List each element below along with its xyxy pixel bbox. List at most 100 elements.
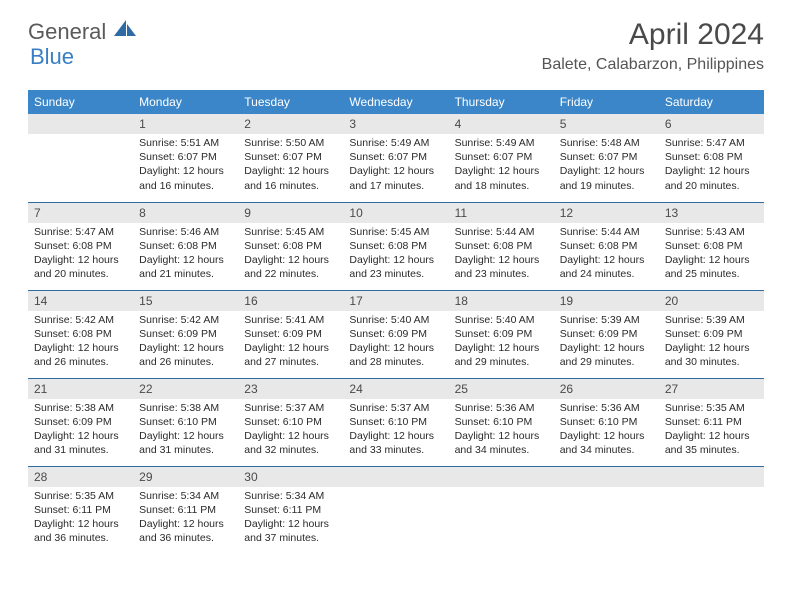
detail-line-sunrise: Sunrise: 5:37 AM: [244, 401, 337, 415]
day-details: Sunrise: 5:44 AMSunset: 6:08 PMDaylight:…: [449, 223, 554, 286]
calendar-cell: 21Sunrise: 5:38 AMSunset: 6:09 PMDayligh…: [28, 378, 133, 466]
detail-line-day1: Daylight: 12 hours: [455, 341, 548, 355]
day-details: Sunrise: 5:40 AMSunset: 6:09 PMDaylight:…: [449, 311, 554, 374]
day-number: 3: [343, 114, 448, 134]
detail-line-day1: Daylight: 12 hours: [665, 341, 758, 355]
day-number: 15: [133, 291, 238, 311]
day-number: 1: [133, 114, 238, 134]
detail-line-day2: and 17 minutes.: [349, 179, 442, 193]
calendar: SundayMondayTuesdayWednesdayThursdayFrid…: [0, 80, 792, 554]
day-details: Sunrise: 5:36 AMSunset: 6:10 PMDaylight:…: [449, 399, 554, 462]
detail-line-sunset: Sunset: 6:10 PM: [139, 415, 232, 429]
detail-line-sunset: Sunset: 6:08 PM: [455, 239, 548, 253]
detail-line-day1: Daylight: 12 hours: [34, 429, 127, 443]
detail-line-day1: Daylight: 12 hours: [34, 341, 127, 355]
day-details: Sunrise: 5:34 AMSunset: 6:11 PMDaylight:…: [133, 487, 238, 550]
day-number: 24: [343, 379, 448, 399]
detail-line-day1: Daylight: 12 hours: [139, 341, 232, 355]
detail-line-sunset: Sunset: 6:08 PM: [244, 239, 337, 253]
day-details: Sunrise: 5:46 AMSunset: 6:08 PMDaylight:…: [133, 223, 238, 286]
calendar-cell: 26Sunrise: 5:36 AMSunset: 6:10 PMDayligh…: [554, 378, 659, 466]
detail-line-sunset: Sunset: 6:09 PM: [34, 415, 127, 429]
day-number: 22: [133, 379, 238, 399]
calendar-cell: 22Sunrise: 5:38 AMSunset: 6:10 PMDayligh…: [133, 378, 238, 466]
detail-line-day1: Daylight: 12 hours: [139, 253, 232, 267]
logo: General: [28, 18, 140, 45]
calendar-cell: [28, 114, 133, 202]
day-number: 23: [238, 379, 343, 399]
day-details: Sunrise: 5:45 AMSunset: 6:08 PMDaylight:…: [238, 223, 343, 286]
detail-line-sunset: Sunset: 6:08 PM: [665, 239, 758, 253]
detail-line-sunset: Sunset: 6:11 PM: [139, 503, 232, 517]
day-details: Sunrise: 5:35 AMSunset: 6:11 PMDaylight:…: [28, 487, 133, 550]
calendar-cell: 24Sunrise: 5:37 AMSunset: 6:10 PMDayligh…: [343, 378, 448, 466]
calendar-cell: 2Sunrise: 5:50 AMSunset: 6:07 PMDaylight…: [238, 114, 343, 202]
day-details: Sunrise: 5:47 AMSunset: 6:08 PMDaylight:…: [659, 134, 764, 197]
detail-line-sunset: Sunset: 6:09 PM: [139, 327, 232, 341]
calendar-cell: 18Sunrise: 5:40 AMSunset: 6:09 PMDayligh…: [449, 290, 554, 378]
detail-line-day2: and 26 minutes.: [34, 355, 127, 369]
detail-line-sunset: Sunset: 6:10 PM: [560, 415, 653, 429]
detail-line-sunrise: Sunrise: 5:45 AM: [244, 225, 337, 239]
detail-line-sunrise: Sunrise: 5:38 AM: [34, 401, 127, 415]
day-number: 4: [449, 114, 554, 134]
day-number: 8: [133, 203, 238, 223]
day-number: 9: [238, 203, 343, 223]
day-header: Sunday: [28, 90, 133, 114]
detail-line-day1: Daylight: 12 hours: [349, 253, 442, 267]
detail-line-sunset: Sunset: 6:07 PM: [139, 150, 232, 164]
detail-line-sunset: Sunset: 6:08 PM: [560, 239, 653, 253]
calendar-cell: 17Sunrise: 5:40 AMSunset: 6:09 PMDayligh…: [343, 290, 448, 378]
detail-line-sunset: Sunset: 6:11 PM: [244, 503, 337, 517]
calendar-cell: 6Sunrise: 5:47 AMSunset: 6:08 PMDaylight…: [659, 114, 764, 202]
detail-line-sunset: Sunset: 6:09 PM: [560, 327, 653, 341]
day-number: 28: [28, 467, 133, 487]
day-number-empty: [449, 467, 554, 487]
detail-line-day2: and 28 minutes.: [349, 355, 442, 369]
calendar-cell: 1Sunrise: 5:51 AMSunset: 6:07 PMDaylight…: [133, 114, 238, 202]
day-details: Sunrise: 5:40 AMSunset: 6:09 PMDaylight:…: [343, 311, 448, 374]
day-header: Monday: [133, 90, 238, 114]
day-number: 12: [554, 203, 659, 223]
calendar-cell: [449, 466, 554, 554]
detail-line-sunrise: Sunrise: 5:40 AM: [455, 313, 548, 327]
day-details: Sunrise: 5:38 AMSunset: 6:09 PMDaylight:…: [28, 399, 133, 462]
day-details: Sunrise: 5:51 AMSunset: 6:07 PMDaylight:…: [133, 134, 238, 197]
detail-line-sunset: Sunset: 6:11 PM: [665, 415, 758, 429]
day-number: 18: [449, 291, 554, 311]
detail-line-sunrise: Sunrise: 5:45 AM: [349, 225, 442, 239]
detail-line-day2: and 21 minutes.: [139, 267, 232, 281]
day-number: 20: [659, 291, 764, 311]
detail-line-day1: Daylight: 12 hours: [244, 517, 337, 531]
day-details: Sunrise: 5:38 AMSunset: 6:10 PMDaylight:…: [133, 399, 238, 462]
title-block: April 2024 Balete, Calabarzon, Philippin…: [542, 18, 764, 74]
logo-text-blue: Blue: [30, 44, 74, 69]
detail-line-sunrise: Sunrise: 5:49 AM: [455, 136, 548, 150]
detail-line-sunset: Sunset: 6:07 PM: [349, 150, 442, 164]
detail-line-sunrise: Sunrise: 5:38 AM: [139, 401, 232, 415]
detail-line-day2: and 22 minutes.: [244, 267, 337, 281]
calendar-body: 1Sunrise: 5:51 AMSunset: 6:07 PMDaylight…: [28, 114, 764, 554]
calendar-cell: 13Sunrise: 5:43 AMSunset: 6:08 PMDayligh…: [659, 202, 764, 290]
detail-line-day2: and 20 minutes.: [34, 267, 127, 281]
day-number: 19: [554, 291, 659, 311]
calendar-week: 1Sunrise: 5:51 AMSunset: 6:07 PMDaylight…: [28, 114, 764, 202]
detail-line-day1: Daylight: 12 hours: [244, 341, 337, 355]
detail-line-sunset: Sunset: 6:10 PM: [244, 415, 337, 429]
detail-line-sunset: Sunset: 6:08 PM: [349, 239, 442, 253]
detail-line-sunrise: Sunrise: 5:48 AM: [560, 136, 653, 150]
day-number: 14: [28, 291, 133, 311]
day-details: Sunrise: 5:42 AMSunset: 6:09 PMDaylight:…: [133, 311, 238, 374]
calendar-week: 28Sunrise: 5:35 AMSunset: 6:11 PMDayligh…: [28, 466, 764, 554]
detail-line-sunrise: Sunrise: 5:42 AM: [139, 313, 232, 327]
detail-line-day1: Daylight: 12 hours: [244, 164, 337, 178]
calendar-cell: 19Sunrise: 5:39 AMSunset: 6:09 PMDayligh…: [554, 290, 659, 378]
day-number: 13: [659, 203, 764, 223]
calendar-week: 21Sunrise: 5:38 AMSunset: 6:09 PMDayligh…: [28, 378, 764, 466]
day-details: Sunrise: 5:43 AMSunset: 6:08 PMDaylight:…: [659, 223, 764, 286]
day-number: 11: [449, 203, 554, 223]
calendar-cell: 28Sunrise: 5:35 AMSunset: 6:11 PMDayligh…: [28, 466, 133, 554]
logo-sail-icon: [112, 18, 138, 45]
detail-line-day2: and 27 minutes.: [244, 355, 337, 369]
calendar-cell: 23Sunrise: 5:37 AMSunset: 6:10 PMDayligh…: [238, 378, 343, 466]
